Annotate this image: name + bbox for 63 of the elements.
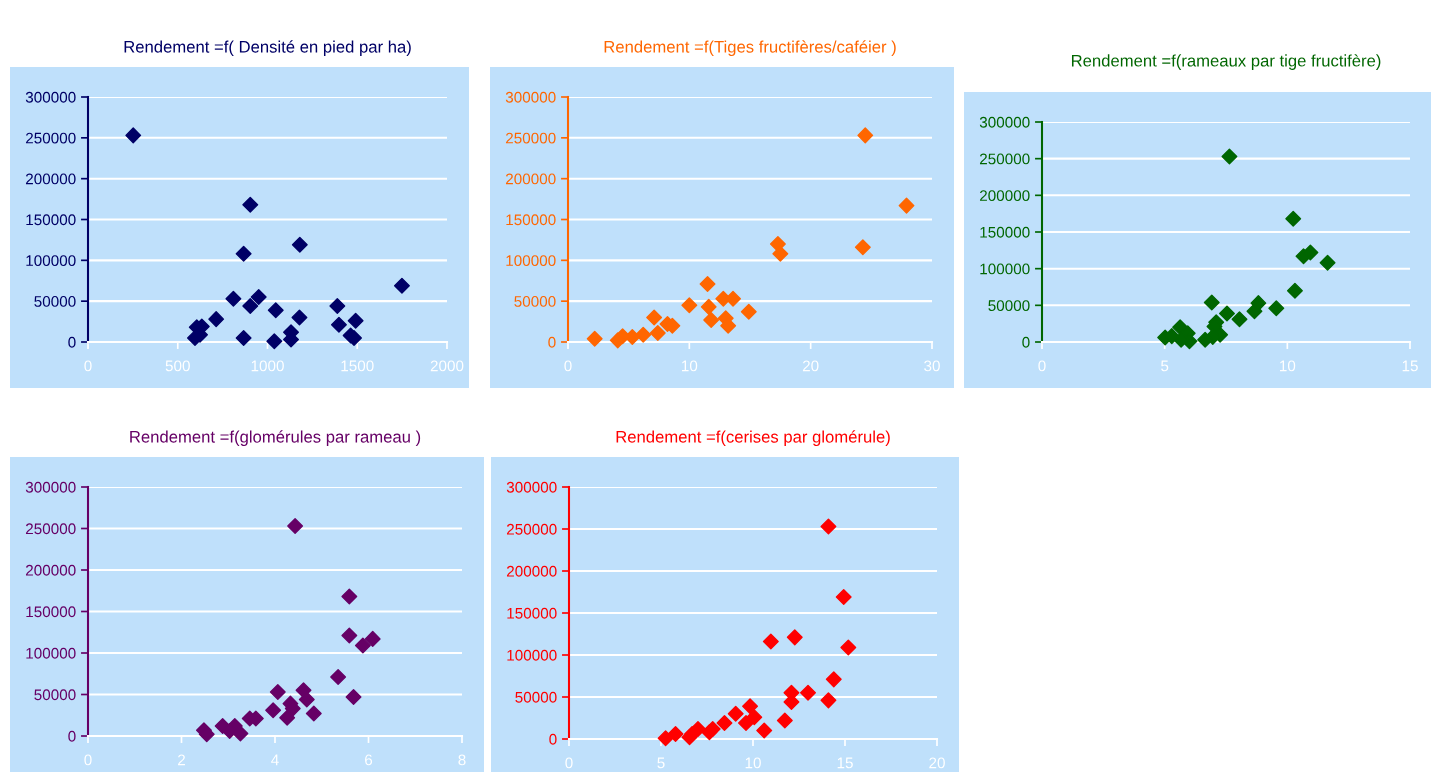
x-tick-label: 10 — [1280, 360, 1296, 372]
x-tick-label: 20 — [802, 360, 819, 372]
x-tick-label: 30 — [924, 360, 940, 372]
x-tick-label: 15 — [1402, 360, 1418, 372]
x-tick-label: 0 — [565, 757, 573, 769]
x-tick-label: 1000 — [251, 360, 284, 372]
y-tick-label: 100000 — [506, 255, 556, 267]
y-tick-label: 300000 — [506, 481, 557, 493]
x-tick-label: 0 — [84, 360, 92, 372]
chart-title: Rendement =f(rameaux par tige fructifère) — [1071, 54, 1381, 70]
x-tick-label: 0 — [1038, 360, 1046, 372]
y-tick-label: 300000 — [25, 481, 76, 493]
y-tick-label: 100000 — [26, 647, 76, 659]
y-tick-label: 250000 — [505, 132, 556, 144]
y-tick-label: 0 — [548, 336, 556, 348]
x-tick-label: 10 — [745, 757, 761, 769]
x-tick-label: 5 — [657, 757, 665, 769]
x-tick-label: 500 — [165, 360, 190, 372]
x-tick-label: 8 — [458, 754, 466, 766]
y-tick-label: 150000 — [507, 607, 557, 619]
chart-title: Rendement =f(cerises par glomérule) — [616, 430, 890, 447]
chart-title: Rendement =f( Densité en pied par ha) — [124, 40, 411, 57]
y-tick-label: 250000 — [506, 523, 557, 535]
x-tick-label: 6 — [365, 754, 373, 766]
y-tick-label: 0 — [68, 730, 76, 742]
y-tick-label: 0 — [549, 733, 557, 745]
y-tick-label: 50000 — [34, 689, 76, 701]
chart-title: Rendement =f(glomérules par rameau ) — [130, 430, 421, 447]
y-tick-label: 150000 — [980, 226, 1030, 238]
y-tick-label: 0 — [68, 336, 76, 348]
x-tick-label: 20 — [929, 757, 945, 769]
x-tick-label: 1500 — [341, 360, 374, 372]
y-tick-label: 200000 — [979, 190, 1030, 202]
y-tick-label: 50000 — [515, 691, 557, 703]
y-tick-label: 250000 — [25, 523, 76, 535]
y-tick-label: 100000 — [26, 255, 76, 267]
y-tick-label: 300000 — [979, 116, 1030, 128]
y-tick-label: 300000 — [25, 91, 76, 103]
y-tick-label: 200000 — [506, 565, 557, 577]
y-tick-label: 50000 — [514, 296, 556, 307]
x-tick-label: 2000 — [430, 360, 464, 372]
x-tick-label: 15 — [837, 757, 853, 769]
x-tick-label: 0 — [564, 360, 572, 372]
y-tick-label: 250000 — [979, 153, 1030, 165]
x-tick-label: 10 — [682, 360, 698, 372]
x-tick-label: 0 — [84, 754, 92, 766]
y-tick-label: 150000 — [506, 214, 556, 226]
y-tick-label: 50000 — [988, 300, 1030, 312]
y-tick-label: 100000 — [980, 263, 1030, 275]
y-tick-label: 0 — [1022, 336, 1030, 348]
y-tick-label: 200000 — [25, 173, 76, 185]
y-tick-label: 50000 — [34, 296, 76, 307]
chart-title: Rendement =f(Tiges fructifères/caféier ) — [604, 40, 896, 57]
y-tick-label: 150000 — [26, 606, 76, 618]
y-tick-label: 300000 — [505, 91, 556, 103]
x-tick-label: 2 — [178, 754, 185, 766]
y-tick-label: 150000 — [26, 214, 76, 226]
y-tick-label: 200000 — [25, 564, 76, 576]
y-tick-label: 200000 — [505, 173, 556, 185]
x-tick-label: 4 — [271, 754, 279, 766]
y-tick-label: 100000 — [507, 649, 557, 661]
x-tick-label: 5 — [1161, 360, 1169, 372]
y-tick-label: 250000 — [25, 132, 76, 144]
